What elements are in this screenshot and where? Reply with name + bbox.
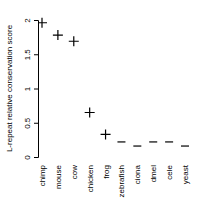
x-tick-label: cele <box>165 164 174 179</box>
x-tick-label: zebrafish <box>117 165 126 197</box>
point <box>85 107 95 117</box>
point <box>133 145 141 146</box>
y-tick-label: 0 <box>23 155 32 160</box>
y-tick-label: 1 <box>23 86 32 91</box>
y-axis-line <box>34 21 39 158</box>
plot-area <box>38 18 189 146</box>
x-tick-label: chicken <box>86 165 95 192</box>
x-tick-label: ciona <box>133 164 142 184</box>
y-tick: 0.5 <box>23 117 38 129</box>
y-tick-mark <box>34 54 38 55</box>
x-tick-label: yeast <box>181 164 190 184</box>
y-tick-mark <box>34 89 38 90</box>
point <box>181 145 189 146</box>
x-tick-label: mouse <box>54 164 63 189</box>
y-axis-title: L-repeat relative conservation score <box>5 24 14 152</box>
point <box>69 36 79 46</box>
x-tick-label: cow <box>70 165 79 179</box>
y-tick-mark <box>34 123 38 124</box>
y-tick-label: 0.5 <box>23 117 32 129</box>
x-tick-label: frog <box>102 165 111 179</box>
y-tick: 2 <box>23 18 38 23</box>
x-tick-label: dmel <box>149 165 158 183</box>
chart: 0 0.5 1 1.5 2 L-repeat relative conservation … <box>0 0 203 200</box>
point <box>117 141 125 142</box>
y-tick: 1.5 <box>23 49 38 61</box>
y-tick: 0 <box>23 155 38 160</box>
y-axis: 0 0.5 1 1.5 2 <box>23 18 39 160</box>
y-tick-mark <box>34 20 38 21</box>
x-tick-label: chimp <box>38 164 47 186</box>
y-tick-label: 2 <box>23 18 32 23</box>
y-tick-label: 1.5 <box>23 49 32 61</box>
point <box>53 30 63 40</box>
point <box>101 129 111 139</box>
y-tick: 1 <box>23 86 38 91</box>
y-tick-mark <box>34 157 38 158</box>
point <box>149 141 157 142</box>
point <box>38 18 47 28</box>
point <box>165 141 173 142</box>
